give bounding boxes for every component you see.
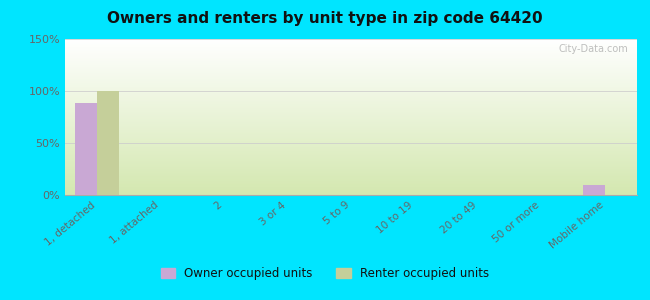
Text: Owners and renters by unit type in zip code 64420: Owners and renters by unit type in zip c… [107,11,543,26]
Legend: Owner occupied units, Renter occupied units: Owner occupied units, Renter occupied un… [156,263,494,285]
Bar [75,103,97,195]
Bar [583,184,605,195]
Bar [97,91,119,195]
Text: City-Data.com: City-Data.com [558,44,629,54]
